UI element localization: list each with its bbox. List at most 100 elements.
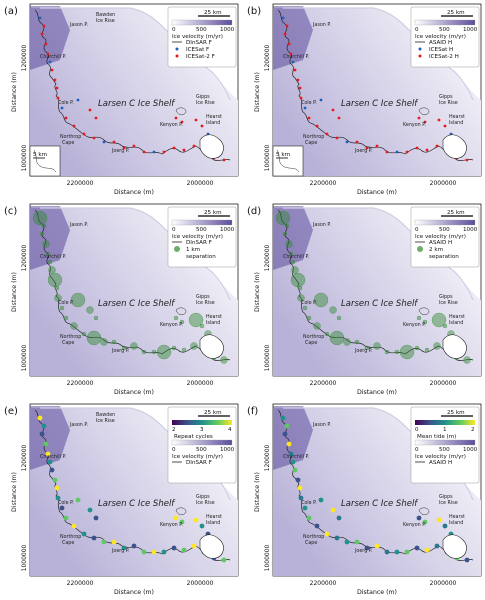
panel-svg-b: (b) Jason P. Churchill P. Cole P. NorthropCa… xyxy=(247,3,482,196)
hearst-island xyxy=(199,134,224,159)
map-marker xyxy=(285,240,293,248)
place-joerg: Joerg P. xyxy=(111,348,129,354)
velocity-colorbar-label: Ice velocity (m/yr) xyxy=(415,234,466,240)
map-marker xyxy=(373,342,381,350)
map-marker xyxy=(180,120,184,124)
panel-label: (f) xyxy=(247,406,258,417)
map-marker xyxy=(315,124,319,128)
map-marker xyxy=(374,543,380,549)
map-marker xyxy=(70,292,86,308)
place-northrop2: Cape xyxy=(62,140,74,146)
place-northrop: Northrop xyxy=(303,134,324,140)
y-tick: 1200000 xyxy=(264,444,271,471)
place-gipps2: Ice Rise xyxy=(196,100,215,106)
shelf-label: Larsen C Ice Shelf xyxy=(98,499,176,509)
velocity-colorbar-tick: 500 xyxy=(439,447,450,453)
map-marker xyxy=(443,124,447,128)
map-marker xyxy=(298,495,304,501)
map-marker xyxy=(42,240,50,248)
map-marker xyxy=(76,98,80,102)
place-northrop: Northrop xyxy=(60,334,81,340)
map-marker xyxy=(291,266,299,274)
legend-text: DInSAR F xyxy=(186,40,212,46)
map-marker xyxy=(188,312,204,328)
map-marker xyxy=(431,312,447,328)
velocity-colorbar xyxy=(171,439,233,446)
gipps-ice-rise xyxy=(175,307,187,315)
extra-colorbar-tick: 0 xyxy=(415,427,419,433)
inset-scale-label: 5 km xyxy=(33,152,47,158)
scale-bar-label: 25 km xyxy=(447,10,465,16)
y-axis-label: Distance (m) xyxy=(254,72,261,112)
map-marker xyxy=(200,124,204,128)
map-marker xyxy=(32,210,48,226)
map-marker xyxy=(365,146,369,150)
map-marker xyxy=(88,108,92,112)
map-marker xyxy=(344,539,350,545)
y-tick: 1200000 xyxy=(21,244,28,271)
map-marker xyxy=(463,356,471,364)
gipps-ice-rise xyxy=(418,107,430,115)
map-marker xyxy=(162,150,166,154)
map-marker xyxy=(292,467,298,473)
velocity-colorbar-tick: 500 xyxy=(196,227,207,233)
map-marker xyxy=(53,78,57,82)
place-gipps: Gipps xyxy=(196,294,210,300)
y-tick: 1200000 xyxy=(21,44,28,71)
x-tick: 2200000 xyxy=(67,580,94,587)
legend-text: ASAID H xyxy=(429,40,452,46)
map-marker xyxy=(355,140,359,144)
place-hearst2: Island xyxy=(206,520,220,526)
map-marker xyxy=(306,515,312,521)
map-marker xyxy=(283,32,287,36)
grounding-line xyxy=(277,409,474,561)
place-bawden: Bawden xyxy=(96,12,115,18)
map-marker xyxy=(298,86,302,90)
extra-colorbar-label: Mean tide (m) xyxy=(417,434,456,440)
x-tick: 2200000 xyxy=(310,380,337,387)
map-marker xyxy=(39,431,45,437)
shelf-label: Larsen C Ice Shelf xyxy=(98,299,176,309)
map-marker xyxy=(70,322,78,330)
panel-svg-e: (e) Jason P. Churchill P. Cole P. NorthropCa… xyxy=(4,403,239,596)
map-marker xyxy=(172,146,176,150)
map-marker xyxy=(325,132,329,136)
grounding-line xyxy=(34,9,231,161)
place-hearst: Hearst xyxy=(206,514,222,520)
hearst-island xyxy=(442,534,467,559)
x-tick: 2000000 xyxy=(187,380,214,387)
place-gipps2: Ice Rise xyxy=(439,100,458,106)
map-marker xyxy=(82,132,86,136)
velocity-colorbar-label: Ice velocity (m/yr) xyxy=(415,454,466,460)
legend-dot-swatch xyxy=(418,47,422,51)
hearst-island xyxy=(199,534,224,559)
place-cole: Cole P. xyxy=(58,100,74,106)
map-marker xyxy=(151,549,157,555)
map-marker xyxy=(93,315,99,321)
place-hearst: Hearst xyxy=(206,314,222,320)
place-kenyon: Kenyon P. xyxy=(403,122,426,128)
map-marker xyxy=(71,523,77,529)
hearst-island xyxy=(199,334,224,359)
place-gipps2: Ice Rise xyxy=(439,500,458,506)
map-marker xyxy=(42,24,46,28)
place-hearst2: Island xyxy=(449,120,463,126)
place-jason: Jason P. xyxy=(312,422,331,428)
grounding-line xyxy=(277,209,474,361)
map-marker xyxy=(41,423,47,429)
map-marker xyxy=(44,42,48,46)
map-marker xyxy=(385,150,389,154)
map-marker xyxy=(424,547,430,553)
place-kenyon: Kenyon P. xyxy=(160,522,183,528)
map-marker xyxy=(337,116,341,120)
x-tick: 2200000 xyxy=(310,180,337,187)
hearst-island xyxy=(442,334,467,359)
panel-b: (b) Jason P. Churchill P. Cole P. Northrop Ca… xyxy=(243,0,485,200)
map-marker xyxy=(375,144,379,148)
legend-text: ASAID H xyxy=(429,240,452,246)
place-bawden2: Ice Rise xyxy=(96,18,115,24)
map-marker xyxy=(442,323,448,329)
place-churchill: Churchill P. xyxy=(40,54,66,60)
map-marker xyxy=(291,60,295,64)
x-tick: 2200000 xyxy=(310,580,337,587)
